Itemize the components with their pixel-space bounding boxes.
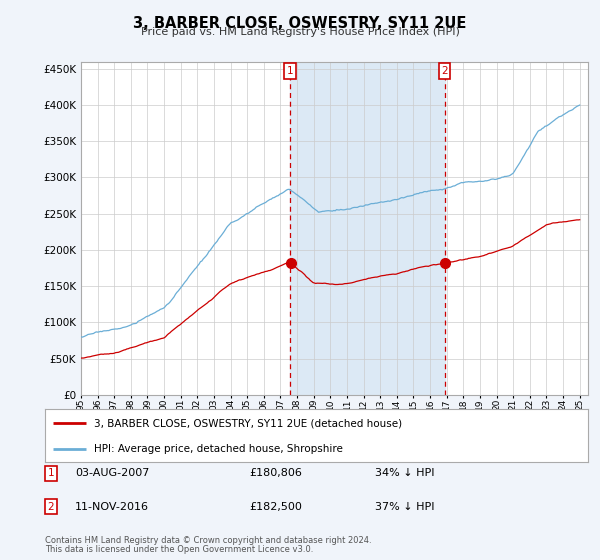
Text: 2: 2 bbox=[441, 66, 448, 76]
Text: 03-AUG-2007: 03-AUG-2007 bbox=[75, 468, 149, 478]
Bar bbox=[290, 62, 445, 395]
Text: 2: 2 bbox=[47, 502, 55, 512]
Text: 3, BARBER CLOSE, OSWESTRY, SY11 2UE: 3, BARBER CLOSE, OSWESTRY, SY11 2UE bbox=[133, 16, 467, 31]
Text: 34% ↓ HPI: 34% ↓ HPI bbox=[375, 468, 434, 478]
Text: £180,806: £180,806 bbox=[249, 468, 302, 478]
Text: 1: 1 bbox=[287, 66, 293, 76]
Text: Price paid vs. HM Land Registry's House Price Index (HPI): Price paid vs. HM Land Registry's House … bbox=[140, 27, 460, 38]
Text: 11-NOV-2016: 11-NOV-2016 bbox=[75, 502, 149, 512]
Text: HPI: Average price, detached house, Shropshire: HPI: Average price, detached house, Shro… bbox=[94, 444, 343, 454]
Text: 1: 1 bbox=[47, 468, 55, 478]
Text: This data is licensed under the Open Government Licence v3.0.: This data is licensed under the Open Gov… bbox=[45, 545, 313, 554]
Text: £182,500: £182,500 bbox=[249, 502, 302, 512]
Text: Contains HM Land Registry data © Crown copyright and database right 2024.: Contains HM Land Registry data © Crown c… bbox=[45, 536, 371, 545]
Text: 37% ↓ HPI: 37% ↓ HPI bbox=[375, 502, 434, 512]
Text: 3, BARBER CLOSE, OSWESTRY, SY11 2UE (detached house): 3, BARBER CLOSE, OSWESTRY, SY11 2UE (det… bbox=[94, 418, 402, 428]
